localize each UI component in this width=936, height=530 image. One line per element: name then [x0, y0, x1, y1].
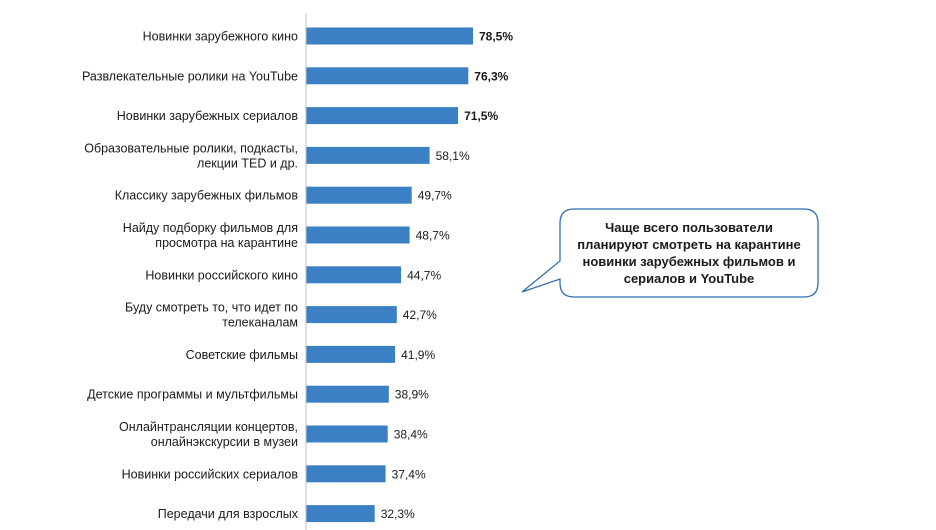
value-label-6: 48,7% — [416, 229, 450, 243]
callout-bubble — [521, 208, 819, 298]
category-label-12: Новинки российских сериалов — [122, 467, 299, 481]
bar-4 — [306, 146, 430, 164]
category-labels: Новинки зарубежного кино Развлекательные … — [82, 30, 299, 522]
bar-9 — [306, 345, 396, 363]
category-label-3: Новинки зарубежных сериалов — [117, 109, 299, 123]
category-label-11: Онлайнтрансляции концертов, онлайнэкскурс… — [119, 420, 298, 449]
value-label-4: 58,1% — [436, 149, 470, 163]
value-label-8: 42,7% — [403, 308, 437, 322]
category-label-line: Советские фильмы — [186, 348, 298, 362]
value-label-10: 38,9% — [395, 388, 429, 402]
category-label-line: просмотра на карантине — [155, 236, 298, 250]
category-label-7: Новинки российского кино — [145, 268, 298, 282]
bar-7 — [306, 266, 402, 284]
category-label-6: Найду подборку фильмов для просмотра на к… — [123, 221, 298, 250]
bar-8 — [306, 306, 397, 324]
bar-2 — [306, 67, 469, 85]
value-label-12: 37,4% — [392, 467, 426, 481]
category-label-line: Онлайнтрансляции концертов, — [119, 420, 298, 434]
category-label-9: Советские фильмы — [186, 348, 298, 362]
category-label-4: Образовательные ролики, подкасты, лекции … — [84, 141, 298, 170]
bar-5 — [306, 186, 412, 204]
value-label-13: 32,3% — [381, 507, 415, 521]
category-label-line: Новинки зарубежного кино — [143, 30, 298, 44]
bar-3 — [306, 107, 459, 125]
category-label-1: Новинки зарубежного кино — [143, 30, 298, 44]
value-label-11: 38,4% — [394, 428, 428, 442]
category-label-8: Буду смотреть то, что идет по телеканалам — [125, 301, 298, 330]
bar-10 — [306, 385, 389, 403]
category-label-line: телеканалам — [222, 316, 298, 330]
category-label-line: Новинки российского кино — [145, 268, 298, 282]
value-label-9: 41,9% — [401, 348, 435, 362]
bars — [306, 27, 473, 523]
bar-11 — [306, 425, 388, 443]
category-label-13: Передачи для взрослых — [158, 507, 299, 521]
category-label-line: лекции TED и др. — [197, 156, 298, 170]
value-label-5: 49,7% — [418, 189, 452, 203]
bar-6 — [306, 226, 410, 244]
category-label-line: Классику зарубежных фильмов — [115, 189, 299, 203]
category-label-line: онлайнэкскурсии в музеи — [151, 435, 298, 449]
category-label-line: Буду смотреть то, что идет по — [125, 301, 298, 315]
category-label-2: Развлекательные ролики на YouTube — [82, 69, 298, 83]
value-label-7: 44,7% — [407, 268, 441, 282]
category-label-line: Новинки российских сериалов — [122, 467, 299, 481]
category-label-line: Образовательные ролики, подкасты, — [84, 141, 298, 155]
value-label-2: 76,3% — [474, 69, 508, 83]
value-labels: 78,5% 76,3% 71,5% 58,1% 49,7% 48,7% 44,7% 42,7%… — [381, 30, 514, 522]
callout-text: Чаще всего пользователи планируют смотре… — [577, 220, 801, 286]
bar-13 — [306, 505, 375, 523]
value-label-3: 71,5% — [464, 109, 498, 123]
category-label-line: Новинки зарубежных сериалов — [117, 109, 299, 123]
bar-1 — [306, 27, 473, 45]
category-label-line: Найду подборку фильмов для — [123, 221, 298, 235]
category-label-line: Передачи для взрослых — [158, 507, 299, 521]
category-label-line: Детские программы и мультфильмы — [87, 388, 298, 402]
category-label-10: Детские программы и мультфильмы — [87, 388, 298, 402]
bar-12 — [306, 465, 386, 483]
value-label-1: 78,5% — [479, 30, 513, 44]
category-label-5: Классику зарубежных фильмов — [115, 189, 299, 203]
category-label-line: Развлекательные ролики на YouTube — [82, 69, 298, 83]
